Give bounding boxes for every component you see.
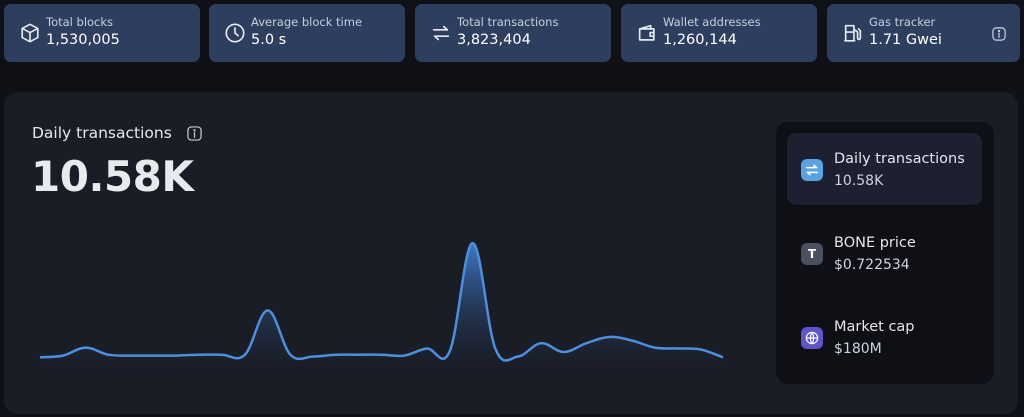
chart-point-24 bbox=[584, 341, 588, 345]
stat-card-total-transactions[interactable]: Total transactions 3,823,404 bbox=[415, 4, 611, 62]
stat-label: Wallet addresses bbox=[663, 15, 761, 29]
transfer-arrows-icon bbox=[429, 21, 453, 45]
stat-label: Total transactions bbox=[457, 15, 559, 29]
stat-card-gas-tracker[interactable]: Gas tracker 1.71 Gwei bbox=[827, 4, 1020, 62]
stat-card-average-block-time[interactable]: Average block time 5.0 s bbox=[209, 4, 405, 62]
stat-value: 3,823,404 bbox=[457, 32, 531, 48]
chart-point-4 bbox=[129, 354, 133, 358]
chart-point-7 bbox=[197, 353, 201, 357]
metric-item-bone-price[interactable]: T BONE price $0.722534 bbox=[787, 217, 982, 289]
chart-point-5 bbox=[152, 354, 156, 358]
metric-value: $0.722534 bbox=[834, 257, 910, 273]
stat-value: 1,530,005 bbox=[46, 32, 120, 48]
wallet-icon bbox=[635, 21, 659, 45]
cube-icon bbox=[18, 21, 42, 45]
metric-label: Daily transactions bbox=[834, 151, 965, 167]
stat-label: Average block time bbox=[251, 15, 363, 29]
chart-point-19 bbox=[471, 241, 475, 245]
stat-card-total-blocks[interactable]: Total blocks 1,530,005 bbox=[4, 4, 200, 62]
chart-point-15 bbox=[380, 353, 384, 357]
chart-point-17 bbox=[425, 346, 429, 350]
metric-item-daily-transactions[interactable]: Daily transactions 10.58K bbox=[787, 133, 982, 205]
metric-label: BONE price bbox=[834, 235, 916, 251]
chart-point-25 bbox=[607, 335, 611, 339]
chart-point-11 bbox=[288, 353, 292, 357]
stat-label: Total blocks bbox=[46, 15, 114, 29]
chart-point-20 bbox=[493, 346, 497, 350]
chart-point-2 bbox=[84, 346, 88, 350]
gas-pump-icon bbox=[841, 21, 865, 45]
chart-area bbox=[40, 243, 723, 376]
token-t-icon: T bbox=[801, 243, 823, 265]
clock-icon bbox=[223, 21, 247, 45]
chart-point-21 bbox=[516, 354, 520, 358]
chart-point-8 bbox=[220, 353, 224, 357]
info-icon[interactable] bbox=[187, 126, 202, 141]
info-icon[interactable] bbox=[992, 26, 1006, 41]
chart-point-12 bbox=[311, 354, 315, 358]
chart-point-26 bbox=[630, 339, 634, 343]
chart-point-3 bbox=[106, 353, 110, 357]
chart-point-18 bbox=[448, 349, 452, 353]
chart-point-14 bbox=[357, 353, 361, 357]
chart-point-0 bbox=[38, 355, 42, 359]
globe-icon bbox=[801, 327, 823, 349]
stat-value: 1.71 Gwei bbox=[869, 32, 942, 48]
metric-label: Market cap bbox=[834, 319, 915, 335]
chart-point-27 bbox=[653, 346, 657, 350]
metric-value: 10.58K bbox=[834, 173, 884, 189]
metric-value: $180M bbox=[834, 341, 882, 357]
chart-title: Daily transactions bbox=[32, 124, 172, 142]
chart-headline-value: 10.58K bbox=[31, 152, 194, 201]
chart-point-28 bbox=[675, 346, 679, 350]
stat-value: 5.0 s bbox=[251, 32, 287, 48]
chart-point-9 bbox=[243, 353, 247, 357]
chart-point-23 bbox=[562, 350, 566, 354]
chart-point-30 bbox=[721, 355, 725, 359]
chart-point-29 bbox=[698, 347, 702, 351]
chart-point-22 bbox=[539, 341, 543, 345]
chart-point-13 bbox=[334, 353, 338, 357]
chart-series-line bbox=[39, 241, 724, 362]
chart-point-10 bbox=[266, 308, 270, 312]
chart-point-6 bbox=[175, 354, 179, 358]
chart-point-1 bbox=[61, 354, 65, 358]
metric-item-market-cap[interactable]: Market cap $180M bbox=[787, 301, 982, 373]
stat-label: Gas tracker bbox=[869, 15, 936, 29]
stat-card-wallet-addresses[interactable]: Wallet addresses 1,260,144 bbox=[621, 4, 817, 62]
transfer-arrows-icon bbox=[801, 159, 823, 181]
stat-value: 1,260,144 bbox=[663, 32, 737, 48]
chart-point-16 bbox=[402, 354, 406, 358]
